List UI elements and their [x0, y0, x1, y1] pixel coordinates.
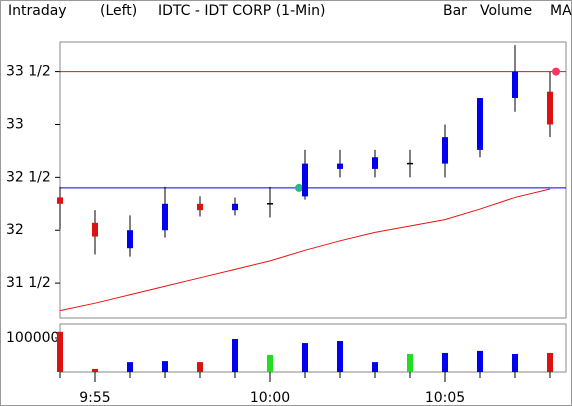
candle-body	[337, 163, 343, 169]
candle-body	[232, 203, 238, 211]
candle-body	[442, 137, 448, 164]
legend-item: MA	[550, 3, 572, 19]
marker-dot	[552, 67, 560, 76]
side-label: (Left)	[100, 3, 137, 19]
volume-bar	[232, 338, 238, 372]
volume-bar	[302, 343, 308, 372]
volume-bar	[477, 350, 483, 372]
candle-body	[477, 98, 483, 150]
volume-bar	[57, 331, 63, 372]
y-tick-label: 33	[6, 116, 24, 132]
x-tick-label: 9:55	[79, 390, 110, 406]
y-tick-label: 100000	[6, 330, 59, 346]
y-tick-label: 31 1/2	[6, 275, 51, 291]
volume-bar	[512, 353, 518, 372]
volume-bar	[127, 362, 133, 372]
x-tick-label: 10:00	[250, 390, 290, 406]
chart-title: IDTC - IDT CORP (1-Min)	[158, 3, 325, 19]
candle-body	[547, 91, 553, 125]
volume-bar	[337, 341, 343, 372]
candle-body	[92, 222, 98, 237]
volume-bar	[197, 362, 203, 372]
candle-body	[197, 203, 203, 211]
volume-bar	[547, 352, 553, 372]
candle-body	[127, 230, 133, 249]
candle-body	[512, 71, 518, 99]
y-tick-label: 32 1/2	[6, 169, 51, 185]
marker-dot	[295, 183, 303, 192]
volume-bar	[442, 352, 448, 372]
volume-bar	[407, 353, 413, 372]
y-tick-label: 32	[6, 222, 24, 238]
candle-body	[302, 163, 308, 197]
volume-bar	[372, 362, 378, 372]
volume-bar	[162, 361, 168, 372]
y-tick-label: 33 1/2	[6, 64, 51, 80]
candle-body	[372, 157, 378, 169]
mode-label: Intraday	[8, 3, 67, 19]
price-panel	[59, 41, 567, 319]
legend-item: Volume	[480, 3, 532, 19]
volume-bar	[92, 368, 98, 372]
x-tick-label: 10:05	[425, 390, 465, 406]
legend-item: Bar	[443, 3, 467, 19]
ma-line	[59, 188, 551, 312]
volume-bar	[267, 354, 273, 372]
candle-body	[57, 197, 63, 204]
candle-body	[162, 203, 168, 231]
